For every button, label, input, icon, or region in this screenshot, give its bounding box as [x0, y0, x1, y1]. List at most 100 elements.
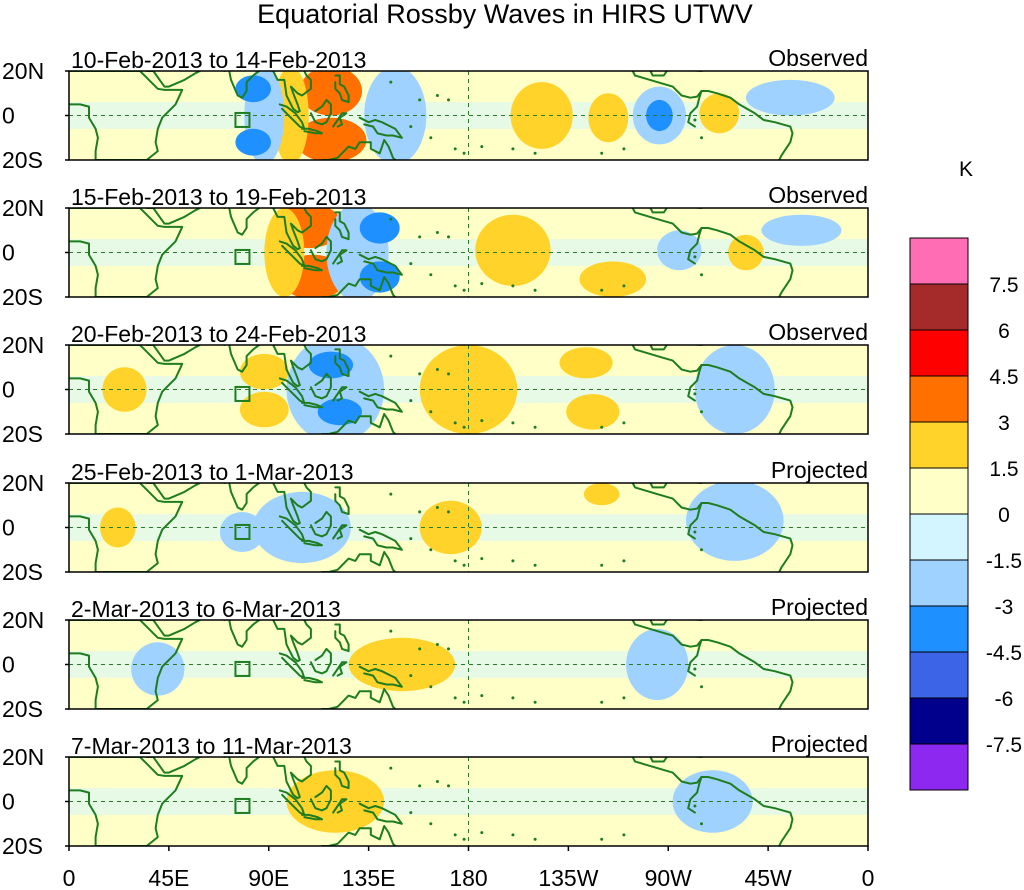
- coastline-sulawesi: [332, 249, 348, 265]
- coastline-africa: [69, 757, 184, 846]
- coastlines: [69, 345, 794, 434]
- island-dot: [409, 537, 413, 541]
- reference-box: [234, 248, 251, 265]
- coastline-borneo: [309, 510, 332, 538]
- reference-box: [234, 385, 251, 402]
- x-tick-label: 135E: [342, 865, 396, 890]
- island-dot: [447, 510, 450, 514]
- y-tick-label: 0: [2, 515, 15, 541]
- map-panel: 20N 0 20S 10-Feb-2013 to 14-Feb-2013 Observe…: [2, 45, 869, 173]
- coastline-philippines: [334, 211, 350, 241]
- coastline-mexicoE: [649, 757, 669, 763]
- coastline-africa: [69, 345, 184, 434]
- island-dot: [447, 372, 450, 376]
- y-tick-label: 0: [2, 789, 15, 815]
- colorbar: K 7.5 6 4.5 3 1.5 0 -1.5 -3 -4.5 -6 -7.5: [909, 158, 1022, 791]
- island-dot: [480, 145, 484, 149]
- island-dot: [462, 837, 466, 841]
- island-dot: [700, 685, 703, 689]
- coastline-mexicoE: [649, 71, 669, 77]
- colorbar-swatch: [909, 467, 969, 515]
- island-dot: [600, 151, 604, 155]
- colorbar-swatch: [909, 329, 969, 377]
- coastline-java: [301, 539, 323, 547]
- coastline-borneo: [309, 235, 332, 263]
- coastline-sulawesi: [332, 524, 348, 540]
- island-dot: [700, 410, 703, 414]
- island-dot: [418, 510, 422, 514]
- coastline-camerica: [631, 208, 703, 236]
- island-dot: [462, 288, 466, 292]
- coastline-newguinea: [358, 528, 403, 551]
- x-tick-label: 0: [63, 865, 76, 890]
- panel-status-label: Projected: [771, 457, 868, 483]
- coastline-indochina: [272, 757, 312, 800]
- coastline-arabia: [145, 208, 201, 225]
- coastline-india: [223, 345, 261, 373]
- panel-period-label: 7-Mar-2013 to 11-Mar-2013: [71, 733, 352, 759]
- coastline-newguinea: [358, 116, 403, 139]
- island-dot: [409, 674, 413, 678]
- panel-period-label: 25-Feb-2013 to 1-Mar-2013: [71, 459, 354, 485]
- island-dot: [622, 696, 626, 700]
- coastline-arabia: [145, 620, 201, 637]
- coastline-java: [301, 676, 323, 684]
- coastline-indochina: [272, 345, 312, 388]
- anomaly-blob: [745, 79, 835, 116]
- island-dot: [622, 147, 626, 151]
- y-tick-label: 20S: [2, 421, 43, 447]
- coastline-indochina: [272, 620, 312, 663]
- island-dot: [480, 419, 484, 423]
- coastline-australia: [321, 139, 397, 160]
- y-tick-label: 20S: [2, 696, 43, 722]
- y-tick-label: 20S: [2, 833, 43, 859]
- anomaly-blob: [299, 71, 362, 116]
- island-dot: [533, 700, 537, 704]
- island-dot: [429, 410, 433, 414]
- island-dot: [600, 700, 604, 704]
- x-tick-label: 180: [449, 865, 487, 890]
- island-dot: [447, 647, 450, 651]
- island-dot: [700, 548, 703, 552]
- panel-status-label: Projected: [771, 731, 868, 757]
- coastline-newguinea: [358, 665, 403, 688]
- island-dot: [693, 804, 697, 808]
- coastline-samerica: [687, 364, 794, 434]
- map-panel: 20N 0 20S 25-Feb-2013 to 1-Mar-2013 Projecte…: [2, 457, 869, 585]
- island-dot: [480, 282, 484, 286]
- y-tick-label: 20N: [2, 58, 44, 84]
- y-tick-label: 20S: [2, 147, 43, 173]
- coastline-sulawesi: [332, 386, 348, 402]
- island-dot: [622, 559, 626, 563]
- island-dot: [429, 685, 433, 689]
- island-dot: [511, 833, 515, 837]
- panel-period-label: 15-Feb-2013 to 19-Feb-2013: [71, 184, 366, 210]
- island-dot: [462, 425, 466, 429]
- coastline-newguinea: [358, 802, 403, 825]
- coastlines: [69, 757, 794, 846]
- y-tick-label: 20N: [2, 744, 44, 770]
- map-panels: 20N 0 20S 10-Feb-2013 to 14-Feb-2013 Observe…: [2, 45, 869, 859]
- anomaly-blob: [583, 483, 620, 506]
- coastline-mexicoE: [649, 620, 669, 626]
- colorbar-swatch: [909, 743, 969, 791]
- panel-period-label: 2-Mar-2013 to 6-Mar-2013: [71, 596, 341, 622]
- anomaly-blob: [239, 353, 289, 390]
- map-panel: 20N 0 20S 7-Mar-2013 to 11-Mar-2013 Projecte…: [2, 731, 869, 859]
- panel-period-label: 10-Feb-2013 to 14-Feb-2013: [71, 47, 366, 73]
- island-dot: [435, 506, 439, 509]
- coastlines: [69, 208, 794, 297]
- colorbar-level-label: -3: [995, 596, 1014, 619]
- colorbar-level-label: 6: [998, 320, 1010, 343]
- coastlines: [69, 71, 794, 160]
- anomaly-blob: [761, 214, 842, 246]
- y-tick-label: 0: [2, 240, 15, 266]
- anomaly-blob: [239, 391, 289, 428]
- island-dot: [453, 147, 457, 151]
- x-tick-label: 45E: [148, 865, 189, 890]
- colorbar-swatch: [909, 237, 969, 285]
- island-dot: [480, 557, 484, 561]
- coastline-borneo: [309, 784, 332, 812]
- coastline-mexicoE: [649, 483, 669, 489]
- coastline-philippines: [334, 486, 350, 516]
